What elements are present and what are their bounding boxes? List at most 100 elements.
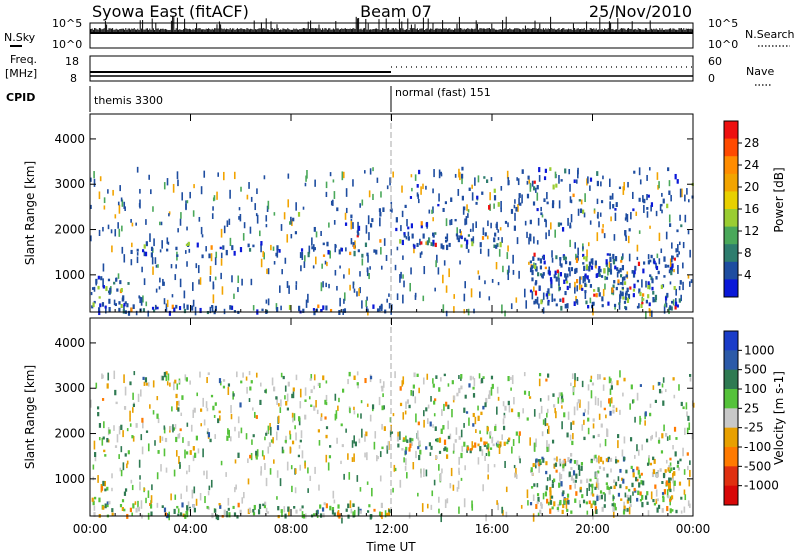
data-cell [349, 407, 351, 414]
data-cell [574, 498, 577, 503]
data-cell [621, 253, 624, 259]
data-cell [662, 496, 665, 503]
data-cell [354, 441, 357, 447]
data-cell [533, 300, 536, 305]
data-cell [471, 184, 473, 189]
data-cell [468, 383, 471, 388]
data-cell [143, 278, 146, 286]
data-cell [601, 296, 604, 302]
data-cell [90, 291, 93, 296]
data-cell [448, 268, 450, 278]
data-cell [150, 252, 153, 258]
data-cell [671, 255, 673, 263]
data-cell [119, 504, 123, 508]
data-cell [376, 177, 379, 183]
data-cell [563, 458, 566, 464]
data-cell [401, 210, 404, 218]
data-cell [447, 435, 451, 440]
data-cell [256, 188, 258, 195]
data-cell [496, 386, 499, 394]
data-cell [589, 220, 592, 225]
data-cell [179, 428, 182, 432]
data-cell [227, 428, 229, 435]
data-cell [132, 435, 135, 442]
data-cell [430, 395, 432, 402]
data-cell [471, 240, 474, 247]
data-cell [592, 418, 595, 422]
data-cell [558, 459, 562, 464]
data-cell [470, 448, 473, 451]
data-cell [238, 216, 240, 220]
data-cell [263, 175, 266, 180]
data-cell [545, 232, 547, 240]
data-cell [461, 166, 464, 171]
data-cell [476, 195, 479, 200]
data-cell [322, 281, 324, 288]
data-cell [590, 390, 593, 399]
data-cell [120, 304, 123, 308]
data-cell [572, 193, 575, 198]
data-cell [173, 427, 176, 431]
data-cell [429, 421, 432, 427]
data-cell [670, 467, 673, 472]
data-cell [668, 481, 670, 491]
data-cell [159, 221, 161, 226]
data-cell [656, 498, 659, 502]
data-cell [686, 427, 689, 435]
data-cell [373, 508, 376, 512]
data-cell [198, 279, 200, 285]
data-cell [577, 464, 581, 470]
data-cell [129, 507, 132, 513]
data-cell [325, 426, 329, 430]
data-cell [659, 204, 662, 212]
data-cell [638, 303, 640, 309]
data-cell [413, 372, 416, 378]
data-cell [132, 403, 136, 408]
data-cell [646, 194, 648, 201]
data-cell [269, 468, 272, 475]
data-cell [653, 502, 657, 506]
data-cell [267, 298, 270, 306]
data-cell [98, 310, 101, 316]
data-cell [295, 509, 298, 514]
data-cell [555, 276, 558, 282]
data-cell [536, 493, 540, 497]
data-cell [160, 221, 163, 226]
data-cell [243, 491, 245, 499]
data-cell [367, 215, 370, 225]
data-cell [682, 262, 684, 269]
data-cell [284, 439, 287, 443]
data-cell [360, 413, 362, 419]
data-cell [380, 247, 382, 255]
data-cell [158, 286, 161, 290]
data-cell [542, 292, 545, 300]
data-cell [250, 196, 253, 202]
data-cell [263, 252, 265, 260]
data-cell [249, 386, 252, 391]
data-cell [559, 222, 563, 226]
data-cell [101, 302, 105, 307]
data-cell [598, 495, 601, 501]
data-cell [688, 199, 690, 203]
data-cell [598, 466, 602, 470]
data-cell [430, 445, 433, 450]
data-cell [431, 490, 434, 497]
data-cell [345, 508, 348, 512]
data-cell [268, 442, 272, 447]
data-cell [596, 171, 599, 176]
data-cell [584, 282, 587, 288]
data-cell [576, 402, 579, 411]
data-cell [147, 382, 150, 387]
data-cell [293, 413, 296, 421]
data-cell [668, 465, 671, 469]
data-cell [313, 405, 316, 411]
data-cell [380, 385, 384, 389]
data-cell [588, 266, 591, 272]
data-cell [144, 251, 148, 257]
data-cell [477, 405, 479, 411]
data-cell [136, 256, 139, 264]
data-cell [402, 294, 404, 304]
data-cell [514, 199, 516, 204]
data-cell [333, 512, 336, 517]
data-cell [471, 500, 473, 508]
